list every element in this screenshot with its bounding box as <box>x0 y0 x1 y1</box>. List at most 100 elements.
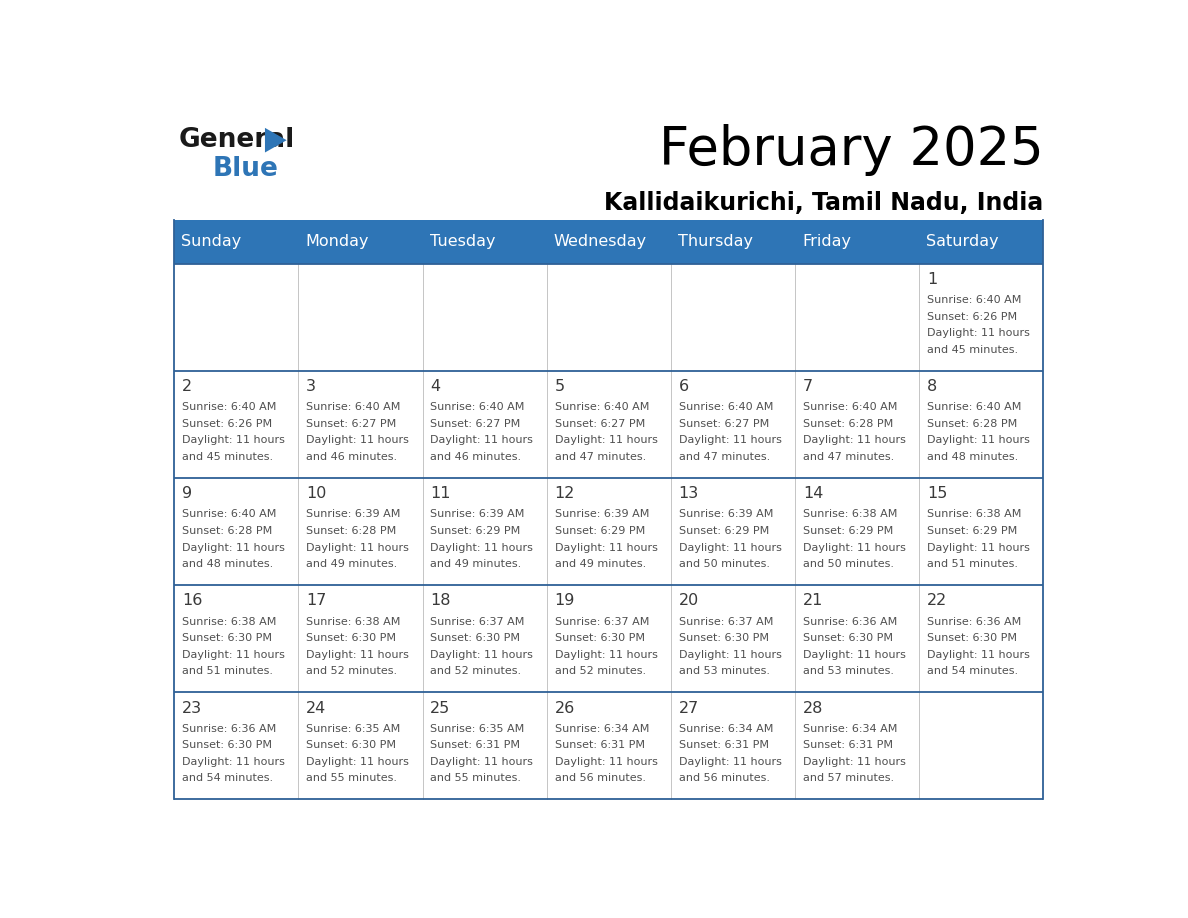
Text: and 54 minutes.: and 54 minutes. <box>182 774 273 783</box>
Text: Sunrise: 6:37 AM: Sunrise: 6:37 AM <box>430 617 525 627</box>
Text: Sunset: 6:30 PM: Sunset: 6:30 PM <box>678 633 769 644</box>
Text: Sunset: 6:27 PM: Sunset: 6:27 PM <box>678 419 769 429</box>
Text: Sunset: 6:30 PM: Sunset: 6:30 PM <box>307 633 396 644</box>
Bar <box>795 219 920 263</box>
Text: 23: 23 <box>182 700 202 716</box>
Text: Sunrise: 6:40 AM: Sunrise: 6:40 AM <box>182 402 277 412</box>
Text: and 46 minutes.: and 46 minutes. <box>307 452 397 462</box>
Text: Sunset: 6:28 PM: Sunset: 6:28 PM <box>803 419 893 429</box>
Text: 7: 7 <box>803 379 813 394</box>
Text: 26: 26 <box>555 700 575 716</box>
Text: Daylight: 11 hours: Daylight: 11 hours <box>555 543 657 553</box>
Text: and 54 minutes.: and 54 minutes. <box>927 666 1018 677</box>
Text: and 55 minutes.: and 55 minutes. <box>430 774 522 783</box>
Text: Daylight: 11 hours: Daylight: 11 hours <box>803 756 905 767</box>
Text: and 56 minutes.: and 56 minutes. <box>678 774 770 783</box>
Text: Sunrise: 6:39 AM: Sunrise: 6:39 AM <box>555 509 649 520</box>
Text: Sunset: 6:29 PM: Sunset: 6:29 PM <box>430 526 520 536</box>
Text: Sunrise: 6:34 AM: Sunrise: 6:34 AM <box>678 723 773 733</box>
Bar <box>175 478 1043 585</box>
Text: 17: 17 <box>307 594 327 609</box>
Text: Sunrise: 6:40 AM: Sunrise: 6:40 AM <box>182 509 277 520</box>
Text: Sunset: 6:27 PM: Sunset: 6:27 PM <box>555 419 645 429</box>
Text: Daylight: 11 hours: Daylight: 11 hours <box>927 543 1030 553</box>
Text: Sunset: 6:29 PM: Sunset: 6:29 PM <box>803 526 893 536</box>
Text: Daylight: 11 hours: Daylight: 11 hours <box>803 543 905 553</box>
Text: Sunrise: 6:40 AM: Sunrise: 6:40 AM <box>803 402 897 412</box>
Text: Sunrise: 6:40 AM: Sunrise: 6:40 AM <box>430 402 525 412</box>
Bar <box>423 219 546 263</box>
Text: Sunset: 6:28 PM: Sunset: 6:28 PM <box>182 526 272 536</box>
Text: 9: 9 <box>182 487 192 501</box>
Text: Daylight: 11 hours: Daylight: 11 hours <box>430 650 533 660</box>
Text: Daylight: 11 hours: Daylight: 11 hours <box>307 543 409 553</box>
Text: 24: 24 <box>307 700 327 716</box>
Text: Tuesday: Tuesday <box>430 234 495 249</box>
Text: and 52 minutes.: and 52 minutes. <box>555 666 645 677</box>
Text: Sunset: 6:30 PM: Sunset: 6:30 PM <box>927 633 1017 644</box>
Text: 18: 18 <box>430 594 451 609</box>
Text: 16: 16 <box>182 594 202 609</box>
Text: and 51 minutes.: and 51 minutes. <box>927 559 1018 569</box>
Text: and 47 minutes.: and 47 minutes. <box>678 452 770 462</box>
Text: Sunset: 6:26 PM: Sunset: 6:26 PM <box>182 419 272 429</box>
Text: 10: 10 <box>307 487 327 501</box>
Text: and 48 minutes.: and 48 minutes. <box>927 452 1018 462</box>
Text: and 49 minutes.: and 49 minutes. <box>430 559 522 569</box>
Text: and 52 minutes.: and 52 minutes. <box>430 666 522 677</box>
Text: Daylight: 11 hours: Daylight: 11 hours <box>803 650 905 660</box>
Text: Daylight: 11 hours: Daylight: 11 hours <box>307 435 409 445</box>
Text: Sunrise: 6:37 AM: Sunrise: 6:37 AM <box>678 617 773 627</box>
Bar <box>920 219 1043 263</box>
Text: and 52 minutes.: and 52 minutes. <box>307 666 397 677</box>
Text: Wednesday: Wednesday <box>554 234 647 249</box>
Bar <box>175 585 1043 692</box>
Text: Daylight: 11 hours: Daylight: 11 hours <box>555 756 657 767</box>
Text: and 50 minutes.: and 50 minutes. <box>678 559 770 569</box>
Text: Daylight: 11 hours: Daylight: 11 hours <box>430 543 533 553</box>
Text: and 47 minutes.: and 47 minutes. <box>555 452 646 462</box>
Text: 4: 4 <box>430 379 441 394</box>
Text: Sunrise: 6:36 AM: Sunrise: 6:36 AM <box>182 723 277 733</box>
Text: 19: 19 <box>555 594 575 609</box>
Text: Sunset: 6:30 PM: Sunset: 6:30 PM <box>803 633 893 644</box>
Text: Sunrise: 6:37 AM: Sunrise: 6:37 AM <box>555 617 649 627</box>
Text: Daylight: 11 hours: Daylight: 11 hours <box>307 650 409 660</box>
Text: Sunrise: 6:34 AM: Sunrise: 6:34 AM <box>555 723 649 733</box>
Text: General: General <box>178 127 295 153</box>
Text: Daylight: 11 hours: Daylight: 11 hours <box>555 435 657 445</box>
Text: 1: 1 <box>927 272 937 287</box>
Polygon shape <box>265 128 286 152</box>
Text: 15: 15 <box>927 487 947 501</box>
Text: 20: 20 <box>678 594 699 609</box>
Text: and 49 minutes.: and 49 minutes. <box>555 559 646 569</box>
Text: and 57 minutes.: and 57 minutes. <box>803 774 893 783</box>
Text: Sunset: 6:31 PM: Sunset: 6:31 PM <box>430 740 520 750</box>
Text: Sunset: 6:30 PM: Sunset: 6:30 PM <box>182 740 272 750</box>
Text: 11: 11 <box>430 487 451 501</box>
Text: 12: 12 <box>555 487 575 501</box>
Text: Sunset: 6:28 PM: Sunset: 6:28 PM <box>307 526 397 536</box>
Text: 28: 28 <box>803 700 823 716</box>
Text: Kallidaikurichi, Tamil Nadu, India: Kallidaikurichi, Tamil Nadu, India <box>605 191 1043 215</box>
Text: and 55 minutes.: and 55 minutes. <box>307 774 397 783</box>
Text: Sunrise: 6:35 AM: Sunrise: 6:35 AM <box>307 723 400 733</box>
Text: and 47 minutes.: and 47 minutes. <box>803 452 895 462</box>
Text: Daylight: 11 hours: Daylight: 11 hours <box>678 650 782 660</box>
Text: Sunrise: 6:38 AM: Sunrise: 6:38 AM <box>307 617 400 627</box>
Text: Daylight: 11 hours: Daylight: 11 hours <box>678 756 782 767</box>
Text: and 53 minutes.: and 53 minutes. <box>803 666 893 677</box>
Text: Monday: Monday <box>305 234 369 249</box>
Text: 2: 2 <box>182 379 192 394</box>
Text: Sunrise: 6:39 AM: Sunrise: 6:39 AM <box>678 509 773 520</box>
Text: Sunset: 6:27 PM: Sunset: 6:27 PM <box>430 419 520 429</box>
Text: 25: 25 <box>430 700 450 716</box>
Text: Sunset: 6:29 PM: Sunset: 6:29 PM <box>678 526 769 536</box>
Text: Sunrise: 6:40 AM: Sunrise: 6:40 AM <box>927 295 1022 305</box>
Text: Daylight: 11 hours: Daylight: 11 hours <box>678 435 782 445</box>
Text: Daylight: 11 hours: Daylight: 11 hours <box>182 756 285 767</box>
Text: Sunrise: 6:35 AM: Sunrise: 6:35 AM <box>430 723 525 733</box>
Text: Sunrise: 6:40 AM: Sunrise: 6:40 AM <box>678 402 773 412</box>
Text: Sunset: 6:31 PM: Sunset: 6:31 PM <box>678 740 769 750</box>
Text: Thursday: Thursday <box>678 234 753 249</box>
